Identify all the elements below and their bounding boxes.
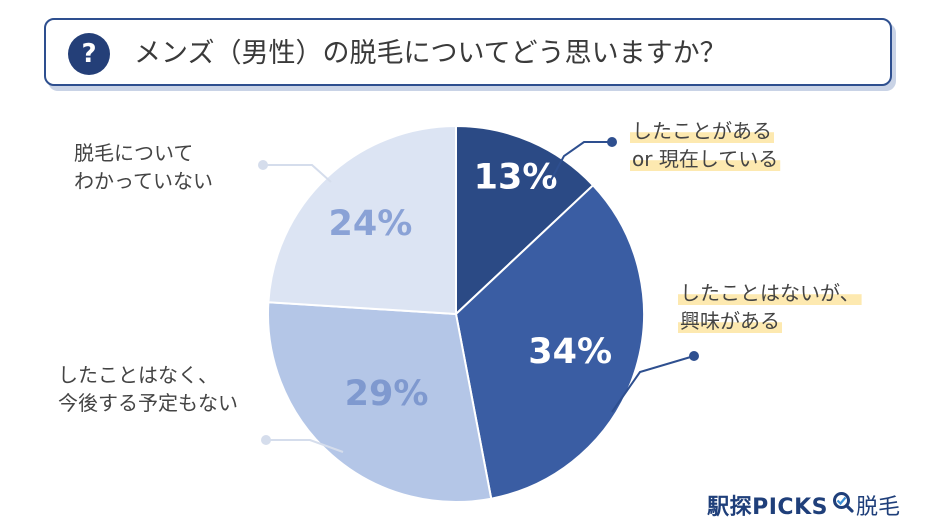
category-label-line: 今後する予定もない <box>58 391 238 415</box>
brand-logo: 駅探PICKS 脱毛 <box>707 489 900 521</box>
slice-value-label-2: 34% <box>528 332 612 372</box>
category-label-line: したことはなく、 <box>58 363 218 387</box>
category-label-line: したことはないが、 <box>680 281 860 305</box>
magnifier-icon <box>832 491 854 519</box>
pie-slice-1 <box>455 124 595 317</box>
leader-dot-3 <box>261 435 271 445</box>
leader-line-1 <box>550 141 612 181</box>
label-highlight <box>678 322 782 333</box>
leader-dot-4 <box>258 160 268 170</box>
category-label-line: わかっていない <box>74 169 213 193</box>
chart-title: メンズ（男性）の脱毛についてどう思いますか？ <box>134 38 727 69</box>
label-highlight <box>630 132 774 143</box>
label-highlight <box>630 160 781 171</box>
title-box: ? メンズ（男性）の脱毛についてどう思いますか？ <box>44 18 892 86</box>
leader-dot-1 <box>607 137 617 147</box>
slice-value-label-1: 13% <box>474 157 558 197</box>
category-label-line: 脱毛について <box>74 141 193 165</box>
question-icon: ? <box>68 33 110 75</box>
label-highlight <box>678 294 862 305</box>
brand-name: 駅探PICKS <box>707 495 828 520</box>
category-label-1: したことがある or 現在している <box>630 119 781 171</box>
pie-slice-4 <box>267 124 457 316</box>
category-label-2: したことはないが、興味がある <box>678 281 862 333</box>
slice-value-label-3: 29% <box>345 374 429 414</box>
leader-line-4 <box>263 164 332 183</box>
slice-value-label-4: 24% <box>329 204 413 244</box>
brand-suffix: 脱毛 <box>855 495 900 520</box>
pie-slice-2 <box>454 183 645 500</box>
category-label-line: or 現在している <box>632 147 778 171</box>
category-label-line: 興味がある <box>680 309 780 333</box>
leader-line-2 <box>611 355 695 413</box>
leader-dot-2 <box>689 351 699 361</box>
pie-slice-3 <box>267 301 493 503</box>
category-label-line: したことがある <box>632 119 772 143</box>
category-label-3: したことはなく、今後する予定もない <box>58 363 238 415</box>
leader-line-3 <box>266 439 344 453</box>
